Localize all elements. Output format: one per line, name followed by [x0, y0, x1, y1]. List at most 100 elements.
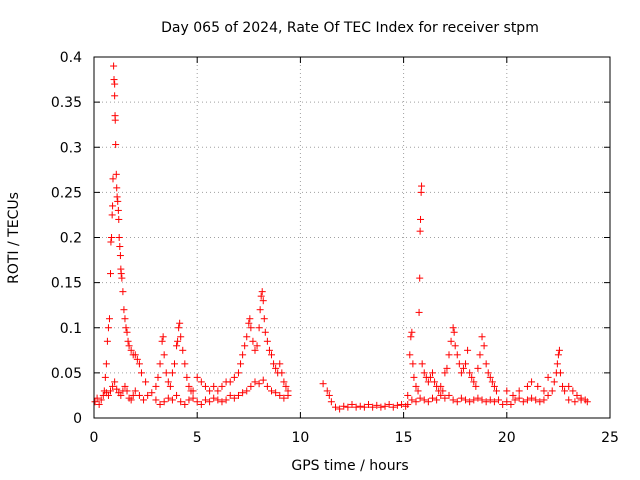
data-point [105, 315, 113, 323]
data-point [137, 369, 145, 377]
data-point [409, 360, 417, 368]
data-point [503, 387, 511, 395]
y-tick-label: 0 [73, 411, 82, 427]
data-point [443, 364, 451, 372]
data-point [120, 306, 128, 314]
data-point [251, 378, 259, 386]
data-point [259, 376, 267, 384]
data-point [135, 391, 143, 399]
data-point [156, 400, 164, 408]
data-point [193, 373, 201, 381]
data-point [457, 369, 465, 377]
data-point [457, 394, 465, 402]
data-point [462, 360, 470, 368]
data-point [189, 387, 197, 395]
data-point [474, 394, 482, 402]
data-point [507, 400, 515, 408]
data-point [455, 360, 463, 368]
data-point [102, 360, 110, 368]
data-point [111, 92, 119, 100]
data-point [480, 342, 488, 350]
data-point [249, 337, 257, 345]
data-point [528, 394, 536, 402]
data-point [373, 401, 381, 409]
data-point [117, 391, 125, 399]
data-point [532, 396, 540, 404]
data-point [486, 396, 494, 404]
data-point [449, 396, 457, 404]
data-point [486, 373, 494, 381]
data-point [369, 403, 377, 411]
data-point [544, 373, 552, 381]
data-point [109, 202, 117, 210]
data-point [107, 238, 115, 246]
y-axis-label: ROTI / TECUs [6, 192, 22, 284]
data-point [108, 211, 116, 219]
data-point [93, 394, 101, 402]
data-point [226, 391, 234, 399]
data-point [492, 387, 500, 395]
data-point [559, 382, 567, 390]
data-point [499, 400, 507, 408]
data-point [478, 333, 486, 341]
data-point [360, 403, 368, 411]
data-point [97, 396, 105, 404]
data-point [482, 398, 490, 406]
data-point [519, 398, 527, 406]
data-point [428, 394, 436, 402]
data-point [144, 391, 152, 399]
data-point [445, 391, 453, 399]
data-point [445, 351, 453, 359]
data-point [255, 380, 263, 388]
data-point [183, 373, 191, 381]
data-point [414, 387, 422, 395]
data-point [193, 398, 201, 406]
data-point [197, 400, 205, 408]
data-point [398, 400, 406, 408]
data-point [447, 337, 455, 345]
data-point [152, 396, 160, 404]
data-point [179, 346, 187, 354]
y-tick-label: 0.05 [51, 366, 82, 382]
data-point [159, 333, 167, 341]
data-point [420, 369, 428, 377]
data-point [464, 346, 472, 354]
data-point [142, 378, 150, 386]
data-point [476, 351, 484, 359]
data-point [356, 402, 364, 410]
data-point [450, 328, 458, 336]
data-points [91, 62, 591, 413]
data-point [257, 292, 265, 300]
data-point [123, 387, 131, 395]
data-point [131, 387, 139, 395]
data-point [433, 396, 441, 404]
data-point [234, 391, 242, 399]
data-point [201, 382, 209, 390]
x-tick-label: 15 [395, 430, 413, 446]
data-point [280, 394, 288, 402]
data-point [478, 396, 486, 404]
data-point [156, 360, 164, 368]
data-point [113, 193, 121, 201]
data-point [503, 398, 511, 406]
data-point [226, 378, 234, 386]
data-point [113, 385, 121, 393]
data-point [484, 369, 492, 377]
data-point [114, 197, 122, 205]
data-point [245, 319, 253, 327]
data-point [389, 403, 397, 411]
grid [94, 57, 610, 418]
data-point [511, 396, 519, 404]
data-point [441, 369, 449, 377]
data-point [441, 394, 449, 402]
data-point [160, 351, 168, 359]
data-point [439, 387, 447, 395]
data-point [466, 369, 474, 377]
data-point [571, 398, 579, 406]
data-point [243, 333, 251, 341]
data-point [437, 382, 445, 390]
data-point [189, 394, 197, 402]
data-point [276, 391, 284, 399]
x-tick-label: 25 [601, 430, 619, 446]
data-point [482, 360, 490, 368]
